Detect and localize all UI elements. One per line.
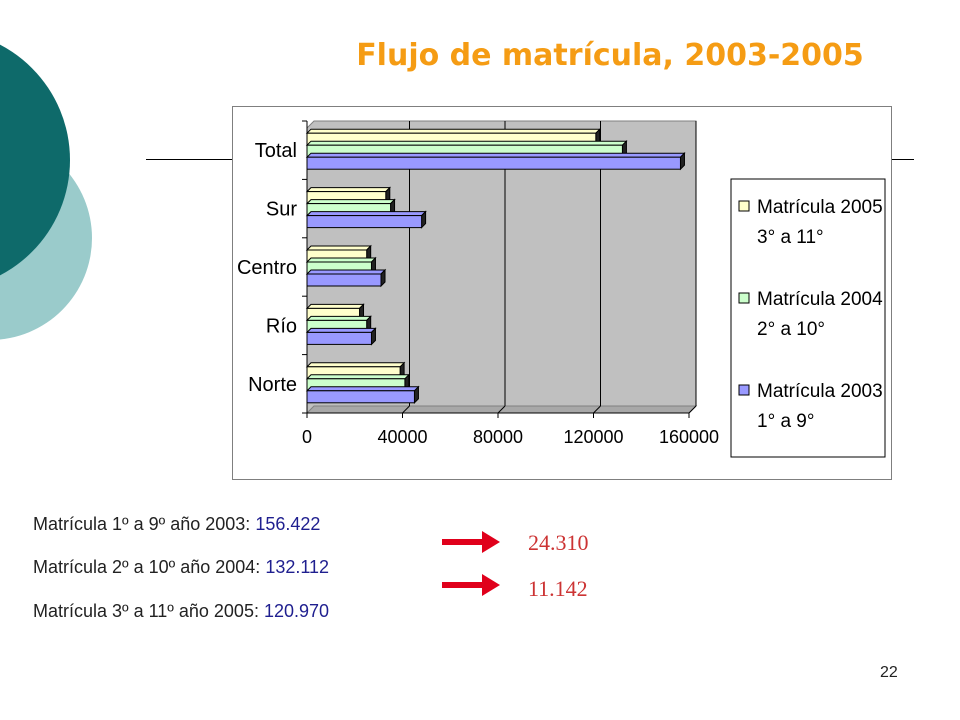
- bar-top: [305, 140, 628, 146]
- gridline-floor: [402, 405, 410, 414]
- x-tick-label: 40000: [377, 427, 427, 447]
- stat-row-2005: Matrícula 3º a 11º año 2005: 120.970: [33, 601, 329, 622]
- legend-label: Matrícula 2005: [757, 197, 883, 218]
- page-title: Flujo de matrícula, 2003-2005: [356, 38, 864, 73]
- difference-2004-2005: 11.142: [528, 576, 588, 601]
- legend-box: [730, 178, 886, 458]
- category-label: Centro: [237, 257, 297, 279]
- category-label: Total: [255, 140, 297, 162]
- bar: [306, 331, 372, 345]
- bar-top: [305, 187, 391, 193]
- teal-dark-circle: [0, 44, 70, 276]
- stat-row-2004: Matrícula 2º a 10º año 2004: 132.112: [33, 557, 329, 578]
- bar-top: [305, 327, 377, 333]
- arrow-right-icon: [442, 531, 500, 553]
- bar: [306, 390, 415, 404]
- stat-value-2004: 132.112: [265, 557, 330, 577]
- stat-row-2003: Matrícula 1º a 9º año 2003: 156.422: [33, 514, 320, 535]
- gridline-floor: [593, 405, 601, 414]
- legend-sublabel: 2° a 10°: [757, 319, 825, 340]
- stat-value-2005: 120.970: [263, 601, 330, 621]
- x-tick-label: 120000: [563, 427, 623, 447]
- bar-top: [305, 315, 372, 321]
- legend-swatch: [738, 200, 750, 212]
- bar-top: [305, 199, 396, 205]
- stat-label-2005: Matrícula 3º a 11º año 2005:: [33, 601, 259, 621]
- bar-top: [305, 211, 427, 217]
- bar: [306, 156, 681, 170]
- gridline-floor: [497, 405, 506, 414]
- legend-sublabel: 3° a 11°: [757, 227, 824, 248]
- title-rule-right: [890, 159, 914, 160]
- legend-swatch: [738, 384, 750, 396]
- stat-label-2003: Matrícula 1º a 9º año 2003:: [33, 514, 251, 534]
- arrow-right-icon: [442, 574, 500, 596]
- stat-value-2003: 156.422: [255, 514, 321, 534]
- gridline-floor: [688, 405, 697, 414]
- category-label: Norte: [248, 374, 297, 396]
- bar-top: [305, 128, 602, 134]
- x-tick-label: 80000: [473, 427, 523, 447]
- bar: [306, 273, 382, 287]
- bar-top: [305, 303, 365, 309]
- bar-top: [305, 257, 377, 263]
- legend-label: Matrícula 2004: [757, 289, 883, 310]
- page-number: 22: [880, 664, 898, 681]
- bar-top: [305, 362, 406, 368]
- x-tick-label: 160000: [659, 427, 719, 447]
- bar-top: [305, 386, 420, 392]
- bar: [306, 215, 423, 229]
- chart-frame: 0 40000 80000 120000 160000 Total Sur Centro Río…: [232, 106, 892, 480]
- stat-label-2004: Matrícula 2º a 10º año 2004:: [33, 557, 261, 577]
- title-rule-left: [146, 159, 232, 160]
- bar-top: [305, 152, 686, 158]
- category-label: Sur: [266, 199, 297, 221]
- bar-chart: 0 40000 80000 120000 160000 Total Sur Centro Río…: [237, 120, 886, 458]
- bar-top: [305, 374, 411, 380]
- legend-swatch: [738, 292, 750, 304]
- x-tick-label: 0: [302, 427, 312, 447]
- legend-label: Matrícula 2003: [757, 381, 883, 402]
- legend-sublabel: 1° a 9°: [757, 411, 814, 432]
- bar-top: [305, 245, 372, 251]
- decorative-circles: [0, 44, 92, 340]
- bar-top: [305, 269, 387, 275]
- difference-2003-2004: 24.310: [528, 530, 589, 555]
- category-label: Río: [266, 315, 297, 337]
